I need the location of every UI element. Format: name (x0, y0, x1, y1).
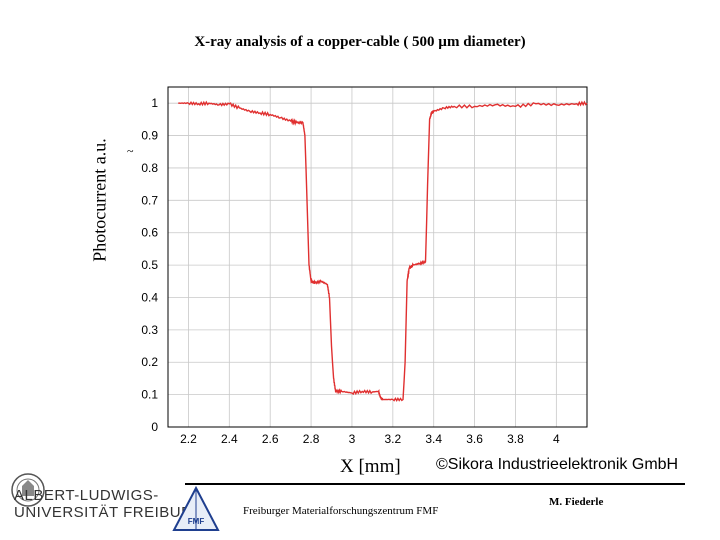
fmf-logo-text: FMF (188, 517, 205, 526)
y-tick-label: 1 (151, 96, 158, 110)
tick-labels: 2.2 2.4 2.6 2.8 3 3.2 3.4 3.6 3.8 4 0 0.1 0.2 0.3 0.4 0… (141, 96, 560, 446)
x-tick-label: 2.8 (303, 432, 320, 446)
footer-divider (185, 483, 685, 485)
plot-frame (167, 86, 588, 428)
university-name: ALBERT-LUDWIGS- UNIVERSITÄT FREIBURG (14, 487, 205, 521)
y-tick-label: 0.5 (141, 258, 158, 272)
university-name-line1: ALBERT-LUDWIGS- (14, 487, 159, 504)
y-tick-label: 0.3 (141, 323, 158, 337)
y-tick-label: 0.4 (141, 290, 158, 304)
y-tick-label: 0.9 (141, 129, 158, 143)
x-tick-label: 2.6 (262, 432, 279, 446)
y-tick-label: 0 (151, 420, 158, 434)
x-tick-label: 2.2 (180, 432, 197, 446)
y-tick-label: 0.6 (141, 226, 158, 240)
photocurrent-series-line (178, 100, 588, 403)
x-tick-label: 3.2 (384, 432, 401, 446)
chart-title: X-ray analysis of a copper-cable ( 500 µ… (194, 34, 526, 50)
grid (168, 87, 587, 428)
y-tick-label: 0.7 (141, 193, 158, 207)
x-tick-label: 3.6 (466, 432, 483, 446)
institute-name: Freiburger Materialforschungszentrum FMF (243, 505, 439, 517)
university-name-line2: UNIVERSITÄT FREIBURG (14, 504, 205, 521)
y-tick-label: 0.1 (141, 388, 158, 402)
x-tick-label: 3 (349, 432, 356, 446)
y-tick-label: 0.8 (141, 161, 158, 175)
x-axis-label: X [mm] (340, 456, 401, 477)
y-tick-label: 0.2 (141, 355, 158, 369)
x-tick-label: 3.4 (425, 432, 442, 446)
x-tick-label: 2.4 (221, 432, 238, 446)
fmf-logo-icon: FMF (172, 486, 220, 531)
x-tick-label: 4 (553, 432, 560, 446)
stray-mark: ~ (127, 144, 134, 158)
author-name: M. Fiederle (549, 496, 604, 508)
university-seal-icon (11, 473, 45, 507)
copyright-credit: ©Sikora Industrieelektronik GmbH (436, 456, 679, 473)
x-tick-label: 3.8 (507, 432, 524, 446)
